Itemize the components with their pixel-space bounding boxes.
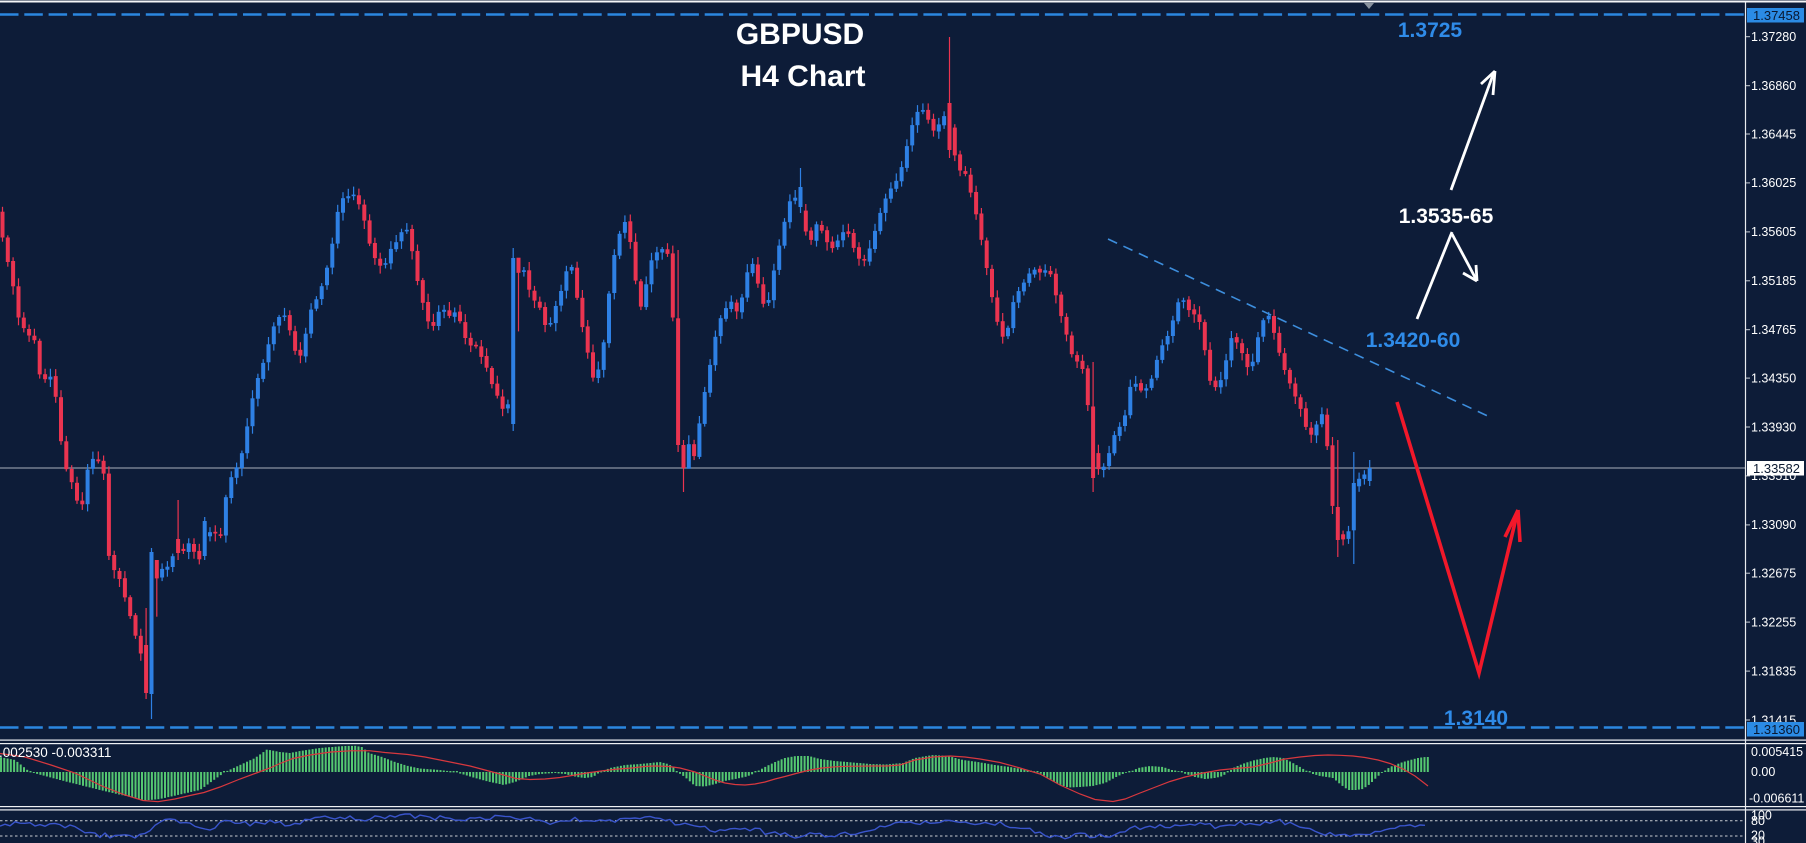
svg-text:1.31835: 1.31835 xyxy=(1751,664,1796,678)
svg-text:100: 100 xyxy=(1751,809,1772,823)
svg-text:1.3140: 1.3140 xyxy=(1444,707,1508,730)
svg-text:GBPUSD: GBPUSD xyxy=(736,18,864,51)
svg-text:20: 20 xyxy=(1751,829,1765,843)
svg-text:-0.006611: -0.006611 xyxy=(1749,792,1804,806)
svg-text:80: 80 xyxy=(1751,814,1765,828)
svg-text:H4 Chart: H4 Chart xyxy=(740,60,865,93)
svg-text:1.3535-65: 1.3535-65 xyxy=(1399,205,1494,228)
svg-text:1.3725: 1.3725 xyxy=(1398,19,1463,42)
svg-text:1.33090: 1.33090 xyxy=(1751,518,1796,532)
svg-text:1.34765: 1.34765 xyxy=(1751,323,1796,337)
svg-text:1.33582: 1.33582 xyxy=(1753,461,1800,476)
svg-text:1.36445: 1.36445 xyxy=(1751,127,1796,141)
svg-text:1.32675: 1.32675 xyxy=(1751,567,1796,581)
svg-text:1.3420-60: 1.3420-60 xyxy=(1366,329,1461,352)
svg-text:1.33930: 1.33930 xyxy=(1751,420,1796,434)
svg-text:1.32255: 1.32255 xyxy=(1751,615,1796,629)
svg-text:1.31360: 1.31360 xyxy=(1753,722,1800,737)
svg-text:0.005415: 0.005415 xyxy=(1751,745,1803,759)
svg-text:1.37458: 1.37458 xyxy=(1753,8,1800,23)
svg-text:-0.002530 -0.003311: -0.002530 -0.003311 xyxy=(0,745,111,760)
svg-text:1.36025: 1.36025 xyxy=(1751,176,1796,190)
svg-text:1.35605: 1.35605 xyxy=(1751,225,1796,239)
svg-text:1.37280: 1.37280 xyxy=(1751,30,1796,44)
svg-text:1.35185: 1.35185 xyxy=(1751,274,1796,288)
svg-text:30: 30 xyxy=(1751,835,1765,843)
svg-text:1.34350: 1.34350 xyxy=(1751,371,1796,385)
svg-text:1.36860: 1.36860 xyxy=(1751,79,1796,93)
svg-text:0.00: 0.00 xyxy=(1751,765,1775,779)
